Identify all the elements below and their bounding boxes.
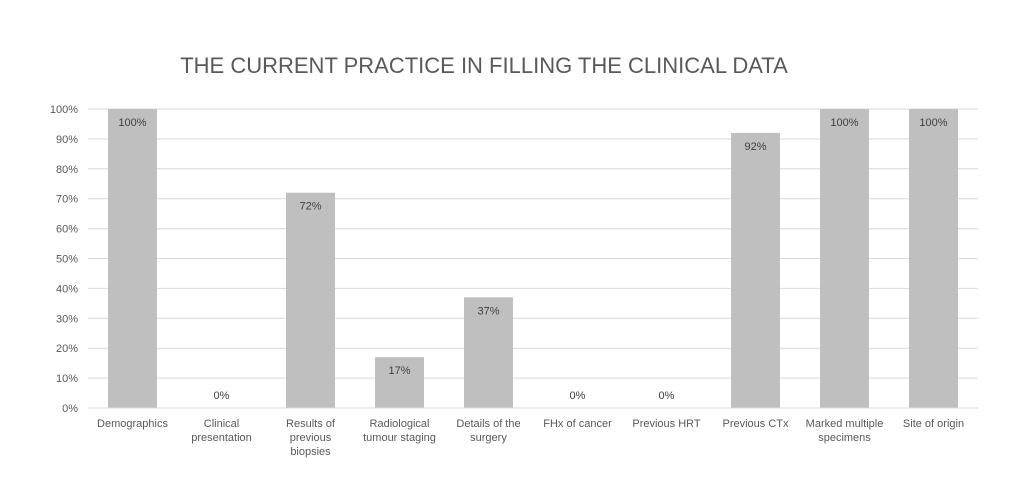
x-tick-label: Demographics	[97, 418, 168, 430]
x-tick-label-line: tumour staging	[363, 432, 436, 444]
y-tick-label: 10%	[56, 373, 78, 385]
y-tick-label: 70%	[56, 194, 78, 206]
x-axis-ticks: Demographics Clinical presentation Results …	[88, 407, 978, 458]
bars	[108, 109, 958, 409]
data-label: 0%	[659, 390, 675, 402]
y-tick-label: 40%	[56, 283, 78, 295]
data-label: 100%	[830, 117, 858, 129]
bar	[286, 192, 335, 408]
x-tick-label: Radiological tumour staging	[363, 418, 436, 444]
x-tick-label-line: Radiological	[370, 418, 430, 430]
x-tick-label: Results of previous biopsies	[286, 418, 336, 458]
x-tick-label: Previous HRT	[632, 418, 701, 430]
x-tick-label: Clinical presentation	[191, 418, 252, 444]
y-axis-ticks: 0% 10% 20% 30% 40% 50% 60% 70% 80% 90% 100%	[50, 104, 78, 415]
bar	[731, 132, 780, 409]
x-tick-label-line: Details of the	[456, 418, 520, 430]
y-tick-label: 90%	[56, 134, 78, 146]
x-tick-label-line: surgery	[470, 432, 507, 444]
x-tick-label-line: Site of origin	[903, 418, 964, 430]
data-label: 37%	[477, 305, 499, 317]
x-tick-label: Marked multiple specimens	[806, 418, 884, 444]
data-label: 92%	[744, 141, 766, 153]
bar	[464, 297, 513, 408]
data-labels: 100% 0% 72% 17% 37% 0% 0% 92% 100% 100%	[118, 117, 947, 402]
y-tick-label: 30%	[56, 313, 78, 325]
x-tick-label: Previous CTx	[722, 418, 789, 430]
x-tick-label-line: Previous CTx	[722, 418, 789, 430]
bar	[108, 109, 157, 408]
x-tick-label-line: presentation	[191, 432, 252, 444]
y-tick-label: 80%	[56, 164, 78, 176]
x-tick-label: Site of origin	[903, 418, 964, 430]
x-tick-label-line: Demographics	[97, 418, 168, 430]
data-label: 72%	[299, 201, 321, 213]
data-label: 17%	[388, 365, 410, 377]
x-tick-label-line: Clinical	[204, 418, 239, 430]
y-tick-label: 100%	[50, 104, 78, 116]
x-tick-label-line: Previous HRT	[632, 418, 701, 430]
data-label: 100%	[118, 117, 146, 129]
bar	[820, 109, 869, 408]
y-tick-label: 50%	[56, 254, 78, 266]
x-tick-label: FHx of cancer	[543, 418, 612, 430]
y-tick-label: 0%	[62, 403, 78, 415]
x-tick-label-line: FHx of cancer	[543, 418, 612, 430]
x-tick-label-line: biopsies	[290, 446, 331, 458]
data-label: 100%	[919, 117, 947, 129]
x-tick-label-line: Results of	[286, 418, 336, 430]
bar	[375, 357, 424, 408]
bar	[909, 109, 958, 408]
x-tick-label: Details of the surgery	[456, 418, 520, 444]
data-label: 0%	[214, 390, 230, 402]
data-label: 0%	[570, 390, 586, 402]
y-tick-label: 60%	[56, 224, 78, 236]
x-tick-label-line: specimens	[818, 432, 871, 444]
x-tick-label-line: Marked multiple	[806, 418, 884, 430]
chart-title: THE CURRENT PRACTICE IN FILLING THE CLIN…	[180, 53, 788, 78]
x-tick-label-line: previous	[290, 432, 332, 444]
y-tick-label: 20%	[56, 343, 78, 355]
